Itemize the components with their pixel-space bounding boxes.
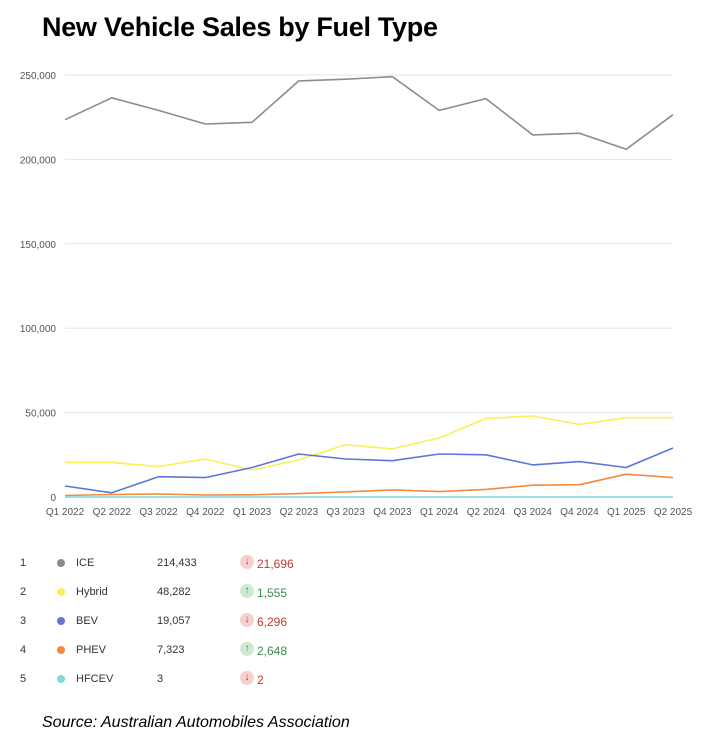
arrow-down-icon: ↓ (240, 671, 254, 685)
legend-series-name: Hybrid (76, 586, 108, 598)
x-tick-label: Q3 2022 (139, 507, 178, 518)
series-line-hybrid (65, 415, 673, 471)
legend-rank: 3 (20, 615, 27, 627)
legend-row-hfcev: 5 HFCEV 3 ↓ 2 (0, 664, 710, 693)
x-tick-label: Q4 2024 (560, 507, 599, 518)
arrow-up-icon: ↑ (240, 584, 254, 598)
arrow-down-icon: ↓ (240, 613, 254, 627)
legend-change: 2 (257, 673, 264, 687)
x-axis-ticks: Q1 2022 Q2 2022 Q3 2022 Q4 2022 Q1 2023 Q2 20… (46, 507, 693, 518)
y-tick-label: 200,000 (20, 155, 57, 166)
x-tick-label: Q2 2025 (654, 507, 693, 518)
x-tick-label: Q1 2025 (607, 507, 646, 518)
legend-series-name: BEV (76, 615, 99, 627)
legend-rank: 2 (20, 586, 27, 598)
y-axis-ticks: 0 50,000 100,000 150,000 200,000 250,000 (20, 71, 57, 504)
legend-row-phev: 4 PHEV 7,323 ↑ 2,648 (0, 635, 710, 664)
x-tick-label: Q1 2022 (46, 507, 85, 518)
legend-row-ice: 1 ICE 214,433 ↓ 21,696 (0, 548, 710, 577)
arrow-down-icon: ↓ (240, 555, 254, 569)
x-tick-label: Q2 2022 (93, 507, 132, 518)
legend-value: 214,433 (157, 557, 197, 569)
y-tick-label: 0 (50, 493, 56, 504)
legend-change: 6,296 (257, 615, 288, 629)
legend-change: 2,648 (257, 644, 288, 658)
series-line-ice (64, 75, 674, 151)
legend-value: 7,323 (157, 644, 185, 656)
legend-change: 1,555 (257, 586, 288, 600)
y-tick-label: 150,000 (20, 240, 57, 251)
legend-value: 3 (157, 673, 164, 685)
legend-series-name: HFCEV (76, 673, 114, 685)
legend-value: 48,282 (157, 586, 191, 598)
legend-color-dot (57, 588, 65, 596)
source-note: Source: Australian Automobiles Associati… (42, 714, 350, 731)
x-tick-label: Q2 2024 (467, 507, 506, 518)
x-tick-label: Q1 2024 (420, 507, 459, 518)
x-tick-label: Q2 2023 (280, 507, 319, 518)
legend-series-name: PHEV (76, 644, 106, 656)
legend-rank: 5 (20, 673, 27, 685)
legend-rank: 1 (20, 557, 27, 569)
x-tick-label: Q1 2023 (233, 507, 272, 518)
legend-row-hybrid: 2 Hybrid 48,282 ↑ 1,555 (0, 577, 710, 606)
y-tick-label: 50,000 (25, 409, 56, 420)
y-tick-label: 100,000 (20, 324, 57, 335)
series-lines (64, 75, 674, 498)
legend-value: 19,057 (157, 615, 191, 627)
x-tick-label: Q3 2023 (326, 507, 365, 518)
legend-change: 21,696 (257, 557, 294, 571)
x-tick-label: Q4 2023 (373, 507, 412, 518)
y-tick-label: 250,000 (20, 71, 57, 82)
x-tick-label: Q4 2022 (186, 507, 225, 518)
legend-color-dot (57, 675, 65, 683)
x-tick-label: Q3 2024 (514, 507, 553, 518)
arrow-up-icon: ↑ (240, 642, 254, 656)
series-line-bev (64, 447, 674, 494)
legend-series-name: ICE (76, 557, 95, 569)
chart-title: New Vehicle Sales by Fuel Type (42, 12, 438, 42)
legend-color-dot (57, 617, 65, 625)
series-line-phev (64, 473, 674, 497)
legend-rank: 4 (20, 644, 27, 656)
legend-row-bev: 3 BEV 19,057 ↓ 6,296 (0, 606, 710, 635)
grid-lines (65, 74, 673, 498)
legend-color-dot (57, 559, 65, 567)
legend-color-dot (57, 646, 65, 654)
line-chart: 0 50,000 100,000 150,000 200,000 250,000 Q1 2… (20, 71, 693, 518)
